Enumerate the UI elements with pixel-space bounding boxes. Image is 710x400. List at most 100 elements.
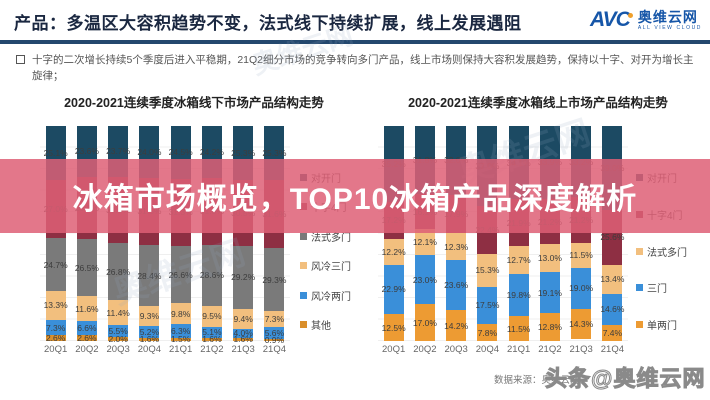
bar-segment: 5.6% bbox=[264, 327, 285, 340]
bar-segment: 0.9% bbox=[264, 336, 285, 344]
bar-segment-label: 5.5% bbox=[108, 325, 128, 336]
bar-segment: 13.0% bbox=[537, 244, 562, 273]
bar-segment-label: 12.8% bbox=[537, 321, 562, 332]
bar-segment-label: 6.6% bbox=[77, 323, 97, 334]
bar-segment-label: 9.5% bbox=[202, 311, 222, 322]
x-axis-label: 20Q2 bbox=[413, 344, 437, 355]
x-axis-label: 21Q3 bbox=[231, 344, 255, 355]
bar-segment: 11.5% bbox=[507, 316, 530, 341]
bar-segment: 13.4% bbox=[600, 264, 625, 294]
bar-segment: 12.2% bbox=[382, 238, 406, 265]
bar-segment-label: 24.5% bbox=[168, 147, 193, 158]
chart-title-offline: 2020-2021连续季度冰箱线下市场产品结构走势 bbox=[64, 96, 324, 110]
bullet-square-icon bbox=[16, 55, 25, 64]
bar-segment: 28.4% bbox=[137, 245, 162, 307]
bar-segment: 12.3% bbox=[444, 233, 468, 260]
avc-logo-text: AVC bbox=[590, 8, 631, 31]
bar-segment-label: 24.2% bbox=[199, 146, 224, 157]
legend-item: 法式多门 bbox=[636, 244, 687, 259]
legend-marker-icon bbox=[300, 262, 307, 270]
bar-segment-label: 24.0% bbox=[137, 146, 162, 157]
x-axis-label: 20Q4 bbox=[137, 344, 161, 355]
bar-segment-label: 19.8% bbox=[506, 289, 531, 300]
bullet-note: 十字的二次增长持续5个季度后进入平稳期，21Q2细分市场的竞争转向多门产品，线上… bbox=[16, 52, 694, 85]
bar-segment-label: 1.5% bbox=[170, 334, 191, 345]
bar-segment-label: 22.9% bbox=[381, 284, 406, 295]
bar-segment: 2.6% bbox=[45, 334, 66, 342]
bar-segment: 7.8% bbox=[477, 324, 498, 341]
page-title: 产品：多温区大容积趋势不变，法式线下持续扩展，线上发展遇阻 bbox=[14, 14, 522, 33]
bar-segment-label: 19.1% bbox=[537, 287, 562, 298]
bar-segment: 14.6% bbox=[600, 293, 625, 326]
bar-segment: 1.6% bbox=[201, 334, 222, 345]
legend-marker-icon bbox=[300, 232, 307, 240]
bar-segment-label: 14.3% bbox=[569, 318, 594, 329]
bar-segment: 12.1% bbox=[413, 228, 437, 255]
brand-name: 奥维云网 bbox=[637, 8, 698, 25]
stacked-bar: 25.1%27.0%24.7%13.3%7.3%2.6% bbox=[43, 126, 68, 342]
legend-label: 单两门 bbox=[647, 321, 677, 332]
bar-segment: 29.2% bbox=[231, 245, 255, 309]
legend-label: 法式多门 bbox=[311, 232, 351, 244]
legend-label: 风冷三门 bbox=[311, 262, 351, 274]
bar-segment: 23.6% bbox=[444, 259, 469, 311]
bar-segment-label: 7.4% bbox=[602, 327, 623, 338]
bar-segment-label: 7.8% bbox=[477, 327, 498, 338]
legend-label: 三门 bbox=[647, 284, 667, 296]
bullet-text: 十字的二次增长持续5个季度后进入平稳期，21Q2细分市场的竞争转向多门产品，线上… bbox=[32, 54, 694, 83]
bar-segment: 9.3% bbox=[139, 306, 160, 327]
legend-item: 法式多门 bbox=[300, 229, 351, 244]
bar-segment-label: 5.6% bbox=[264, 327, 285, 338]
bar-segment-label: 14.2% bbox=[444, 320, 469, 331]
bar-segment-label: 13.3% bbox=[43, 300, 68, 311]
bar-segment-label: 23.6% bbox=[444, 279, 469, 290]
brand-tagline: ALL VIEW CLOUD bbox=[637, 24, 702, 31]
bar-segment-label: 25.3% bbox=[262, 147, 287, 158]
bar-segment-label: 23.7% bbox=[106, 146, 131, 157]
chart-x-axis-offline: 20Q1 20Q2 20Q3 20Q4 21Q1 21Q2 21Q3 21Q4 bbox=[40, 344, 290, 358]
bar-segment: 26.6% bbox=[169, 245, 193, 304]
bar-segment: 17.5% bbox=[475, 286, 500, 325]
bar-segment-label: 15.3% bbox=[475, 264, 500, 275]
legend-item: 风冷三门 bbox=[300, 258, 351, 273]
bar-segment-label: 7.3% bbox=[45, 322, 66, 333]
x-axis-label: 20Q1 bbox=[382, 344, 406, 355]
bar-segment-label: 13.4% bbox=[600, 274, 625, 285]
bar-segment: 5.5% bbox=[108, 324, 129, 337]
bar-segment: 26.8% bbox=[106, 242, 130, 301]
bar-segment-label: 19.0% bbox=[569, 282, 594, 293]
bar-segment: 22.9% bbox=[381, 264, 406, 315]
bar-segment: 11.6% bbox=[75, 296, 99, 322]
bar-segment: 7.3% bbox=[45, 319, 66, 336]
bar-segment-label: 14.6% bbox=[600, 304, 625, 315]
bar-segment-label: 4.0% bbox=[233, 328, 253, 338]
bar-segment-label: 2.6% bbox=[77, 332, 97, 343]
legend-item: 其他 bbox=[300, 317, 351, 332]
bar-segment-label: 28.6% bbox=[199, 270, 224, 281]
chart-x-axis-online: 20Q1 20Q2 20Q3 20Q4 21Q1 21Q2 21Q3 21Q4 bbox=[378, 344, 628, 358]
bar-segment: 11.5% bbox=[569, 242, 593, 268]
bar-segment: 9.4% bbox=[233, 308, 254, 329]
bar-segment-label: 1.6% bbox=[202, 334, 222, 345]
bar-segment: 19.0% bbox=[569, 267, 594, 309]
bar-segment: 1.5% bbox=[170, 334, 191, 345]
bar-segment-label: 29.3% bbox=[262, 274, 287, 285]
legend-item: 风冷两门 bbox=[300, 288, 351, 303]
bar-segment: 9.5% bbox=[201, 306, 222, 327]
bar-segment-label: 1.6% bbox=[139, 334, 160, 345]
x-axis-label: 21Q4 bbox=[600, 344, 624, 355]
bar-segment: 12.5% bbox=[382, 314, 406, 341]
bar-segment-label: 6.3% bbox=[170, 325, 191, 336]
bar-segment: 1.6% bbox=[139, 334, 160, 345]
bar-segment-label: 9.8% bbox=[170, 308, 191, 319]
bar-segment-label: 28.4% bbox=[137, 270, 162, 281]
bar-segment: 28.6% bbox=[199, 244, 224, 307]
bar-segment-label: 17.5% bbox=[475, 300, 500, 311]
bar-segment-label: 13.0% bbox=[537, 253, 562, 264]
bar-segment-label: 5.2% bbox=[139, 326, 160, 337]
bar-segment: 12.8% bbox=[537, 313, 562, 341]
bar-segment-label: 5.1% bbox=[202, 326, 222, 337]
legend-marker-icon bbox=[300, 291, 307, 299]
bar-segment: 14.2% bbox=[444, 310, 469, 341]
bar-segment: 7.3% bbox=[264, 311, 285, 328]
